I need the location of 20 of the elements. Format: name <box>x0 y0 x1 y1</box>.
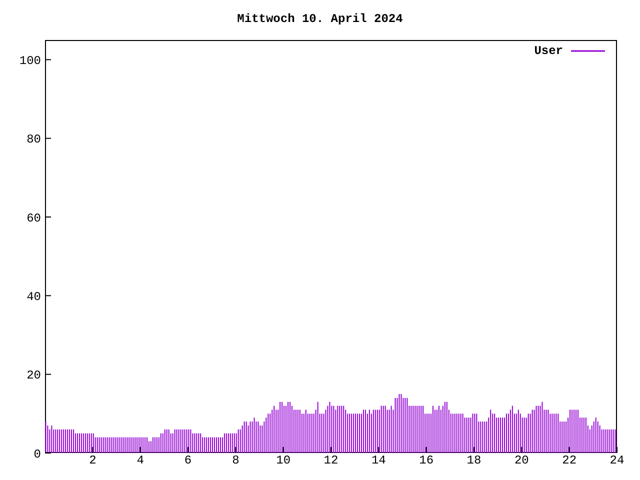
x-tick-label: 24 <box>610 454 624 468</box>
x-tick-label: 14 <box>371 454 386 468</box>
x-tick-label: 20 <box>514 454 529 468</box>
legend-label: User <box>534 44 563 58</box>
y-tick-label: 0 <box>34 447 41 462</box>
x-tick-label: 10 <box>276 454 291 468</box>
y-tick-label: 100 <box>19 54 41 68</box>
x-tick-label: 4 <box>136 454 144 468</box>
chart-title: Mittwoch 10. April 2024 <box>236 12 404 26</box>
y-tick-label: 60 <box>26 211 41 226</box>
x-tick-label: 22 <box>562 454 577 468</box>
x-tick-label: 16 <box>419 454 434 468</box>
x-tick-label: 8 <box>232 454 240 468</box>
y-tick-label: 40 <box>26 290 41 304</box>
x-tick-label: 2 <box>89 454 96 468</box>
x-tick-label: 12 <box>324 454 338 468</box>
x-tick-label: 18 <box>466 454 482 468</box>
y-tick-label: 80 <box>26 132 41 147</box>
y-tick-label: 20 <box>26 368 41 383</box>
x-tick-label: 6 <box>184 454 192 468</box>
